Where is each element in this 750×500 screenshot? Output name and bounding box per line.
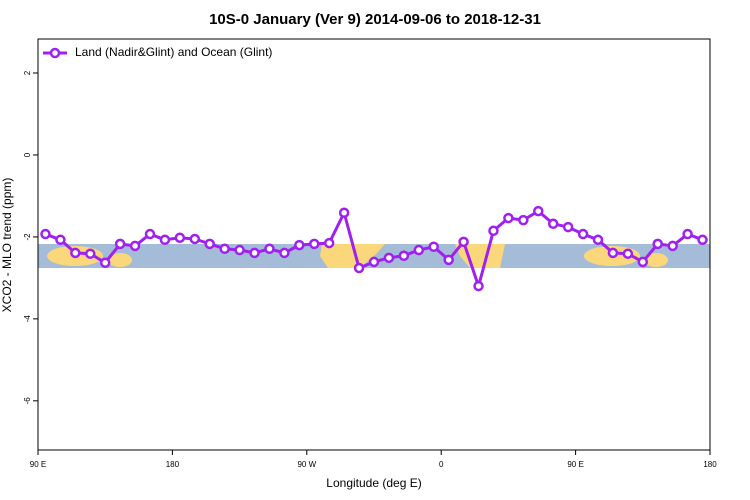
x-tick-label: 0 bbox=[439, 460, 444, 469]
x-tick-label: 180 bbox=[166, 460, 180, 469]
point bbox=[294, 239, 305, 251]
point bbox=[144, 228, 156, 240]
point bbox=[368, 256, 380, 268]
point bbox=[219, 243, 230, 255]
x-tick-label: 90 E bbox=[567, 460, 583, 469]
x-tick-label: 90 W bbox=[297, 460, 316, 469]
legend-marker bbox=[49, 47, 61, 59]
point bbox=[114, 238, 126, 250]
point bbox=[667, 240, 678, 252]
point bbox=[547, 218, 559, 230]
point bbox=[40, 228, 51, 240]
point bbox=[323, 237, 335, 249]
point bbox=[533, 205, 544, 217]
x-tick-label: 90 E bbox=[30, 460, 46, 469]
point bbox=[174, 232, 186, 243]
point bbox=[458, 236, 469, 248]
point bbox=[413, 244, 425, 256]
point bbox=[503, 212, 514, 224]
point bbox=[562, 221, 574, 233]
y-tick-label: -4 bbox=[23, 315, 32, 323]
x-axis-label: Longitude (deg E) bbox=[326, 476, 421, 490]
point bbox=[607, 247, 619, 259]
point bbox=[443, 254, 454, 266]
point bbox=[622, 248, 634, 259]
point bbox=[577, 228, 589, 240]
point bbox=[383, 252, 395, 264]
point bbox=[55, 234, 66, 246]
point bbox=[189, 233, 201, 245]
point bbox=[159, 234, 171, 246]
point bbox=[682, 228, 693, 240]
legend-label: Land (Nadir&Glint) and Ocean (Glint) bbox=[75, 45, 272, 59]
point bbox=[85, 248, 96, 259]
point bbox=[249, 247, 260, 259]
point bbox=[652, 238, 663, 250]
point bbox=[428, 241, 439, 253]
point bbox=[264, 243, 275, 255]
point bbox=[234, 244, 245, 256]
point bbox=[279, 247, 290, 259]
point bbox=[338, 207, 350, 218]
y-axis-label: XCO2 - MLO trend (ppm) bbox=[0, 178, 14, 313]
point bbox=[99, 257, 111, 268]
point bbox=[488, 225, 499, 237]
x-tick-label: 180 bbox=[703, 460, 717, 469]
point bbox=[398, 250, 410, 262]
point bbox=[129, 240, 141, 252]
point bbox=[353, 262, 365, 274]
y-tick-label: -2 bbox=[23, 233, 32, 241]
point bbox=[592, 234, 604, 246]
point bbox=[518, 214, 529, 226]
point bbox=[70, 247, 81, 259]
point bbox=[309, 238, 320, 250]
land bbox=[644, 253, 668, 267]
point bbox=[473, 280, 484, 292]
y-tick-label: -6 bbox=[23, 397, 32, 405]
chart-title: 10S-0 January (Ver 9) 2014-09-06 to 2018… bbox=[209, 11, 541, 28]
y-tick-label: 2 bbox=[23, 70, 32, 75]
land bbox=[108, 253, 132, 267]
point bbox=[204, 238, 215, 250]
y-tick-label: 0 bbox=[23, 152, 32, 157]
land bbox=[320, 244, 385, 268]
point bbox=[637, 256, 649, 268]
plot-frame bbox=[37, 38, 711, 451]
point bbox=[697, 234, 708, 246]
